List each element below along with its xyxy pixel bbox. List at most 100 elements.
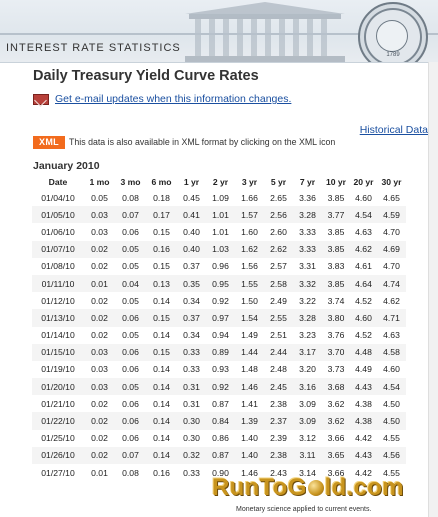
yield-cell: 0.32 [177,447,206,464]
yield-cell: 3.76 [322,327,350,344]
yield-cell: 2.58 [264,275,293,292]
yield-cell: 0.93 [206,361,235,378]
column-header: 1 yr [177,175,206,189]
table-row: 01/11/10 0.01 0.04 0.13 0.35 0.95 1.55 2.58 3.32… [32,275,406,292]
yield-cell: 3.85 [322,223,350,240]
yield-cell: 0.45 [177,189,206,206]
yield-cell: 0.86 [206,430,235,447]
yield-cell: 2.38 [264,395,293,412]
yield-cell: 0.02 [84,430,115,447]
yield-cell: 0.05 [115,292,146,309]
yield-cell: 1.03 [206,241,235,258]
yield-cell: 0.02 [84,292,115,309]
yield-cell: 2.51 [264,327,293,344]
column-header: 6 mo [146,175,177,189]
yield-cell: 0.01 [84,275,115,292]
yield-cell: 0.35 [177,275,206,292]
yield-cell: 1.55 [235,275,264,292]
yield-cell: 1.40 [235,447,264,464]
yield-cell: 3.36 [293,189,322,206]
yield-cell: 0.40 [177,241,206,258]
yield-cell: 3.09 [293,412,322,429]
yield-cell: 0.02 [84,241,115,258]
yield-cell: 2.44 [264,344,293,361]
yield-cell: 0.05 [115,327,146,344]
yield-cell: 4.55 [377,430,406,447]
runtogold-logo[interactable]: RunToG ld.com [212,474,404,502]
treasury-seal-logo: 1789 [358,2,428,63]
yield-cell: 3.85 [322,241,350,258]
yield-cell: 3.22 [293,292,322,309]
yield-cell: 0.02 [84,447,115,464]
yield-cell: 1.49 [235,327,264,344]
yield-cell: 0.16 [146,464,177,481]
envelope-icon[interactable] [33,94,49,105]
column-header: 10 yr [322,175,350,189]
yield-cell: 0.08 [115,189,146,206]
column-header: Date [32,175,84,189]
yield-cell: 4.62 [377,292,406,309]
yield-cell: 4.52 [350,327,377,344]
yield-cell: 4.49 [350,361,377,378]
yield-cell: 1.57 [235,206,264,223]
yield-cell: 0.31 [177,378,206,395]
yield-cell: 4.48 [350,344,377,361]
yield-cell: 1.60 [235,223,264,240]
column-header: 30 yr [377,175,406,189]
yield-cell: 4.52 [350,292,377,309]
yield-cell: 3.62 [322,412,350,429]
yield-cell: 0.87 [206,395,235,412]
table-row: 01/21/10 0.02 0.06 0.14 0.31 0.87 1.41 2.38 3.09… [32,395,406,412]
table-row: 01/12/10 0.02 0.05 0.14 0.34 0.92 1.50 2.49 3.22… [32,292,406,309]
yield-cell: 2.39 [264,430,293,447]
yield-cell: 0.17 [146,206,177,223]
historical-data-link[interactable]: Historical Data [360,124,428,136]
yield-cell: 0.02 [84,327,115,344]
yield-cell: 0.15 [146,258,177,275]
table-row: 01/15/10 0.03 0.06 0.15 0.33 0.89 1.44 2.44 3.17… [32,344,406,361]
logo-text-prefix: RunToG [212,474,307,501]
yield-cell: 4.42 [350,430,377,447]
yield-cell: 4.43 [350,378,377,395]
table-row: 01/20/10 0.03 0.05 0.14 0.31 0.92 1.46 2.45 3.16… [32,378,406,395]
yield-cell: 0.02 [84,258,115,275]
yield-cell: 2.45 [264,378,293,395]
yield-cell: 3.28 [293,206,322,223]
row-date: 01/14/10 [32,327,84,344]
xml-note: This data is also available in XML forma… [69,137,335,147]
section-title: INTEREST RATE STATISTICS [6,42,181,54]
yield-cell: 4.58 [377,344,406,361]
yield-cell: 0.92 [206,378,235,395]
yield-cell: 3.31 [293,258,322,275]
yield-cell: 3.11 [293,447,322,464]
table-row: 01/19/10 0.03 0.06 0.14 0.33 0.93 1.48 2.48 3.20… [32,361,406,378]
yield-cell: 2.57 [264,258,293,275]
yield-cell: 4.60 [350,309,377,326]
yield-cell: 2.48 [264,361,293,378]
yield-cell: 0.15 [146,344,177,361]
yield-cell: 0.06 [115,309,146,326]
xml-icon[interactable]: XML [33,136,65,149]
yield-cell: 0.84 [206,412,235,429]
yield-cell: 1.09 [206,189,235,206]
table-row: 01/06/10 0.03 0.06 0.15 0.40 1.01 1.60 2.60 3.33… [32,223,406,240]
yield-cell: 4.62 [350,241,377,258]
column-header: 7 yr [293,175,322,189]
yield-cell: 4.74 [377,275,406,292]
yield-cell: 4.38 [350,412,377,429]
yield-cell: 0.18 [146,189,177,206]
row-date: 01/22/10 [32,412,84,429]
column-header: 1 mo [84,175,115,189]
yield-cell: 0.14 [146,430,177,447]
yield-cell: 0.96 [206,258,235,275]
email-updates-link[interactable]: Get e-mail updates when this information… [55,93,291,105]
yield-cell: 0.14 [146,292,177,309]
row-date: 01/04/10 [32,189,84,206]
yield-cell: 0.34 [177,292,206,309]
scrollbar-vertical[interactable] [428,62,438,517]
yield-cell: 3.17 [293,344,322,361]
table-header-row: Date 1 mo 3 mo 6 mo 1 yr 2 yr 3 yr 5 yr 7 yr 10 y… [32,175,406,189]
yield-cell: 3.65 [322,447,350,464]
yield-cell: 0.07 [115,447,146,464]
row-date: 01/08/10 [32,258,84,275]
